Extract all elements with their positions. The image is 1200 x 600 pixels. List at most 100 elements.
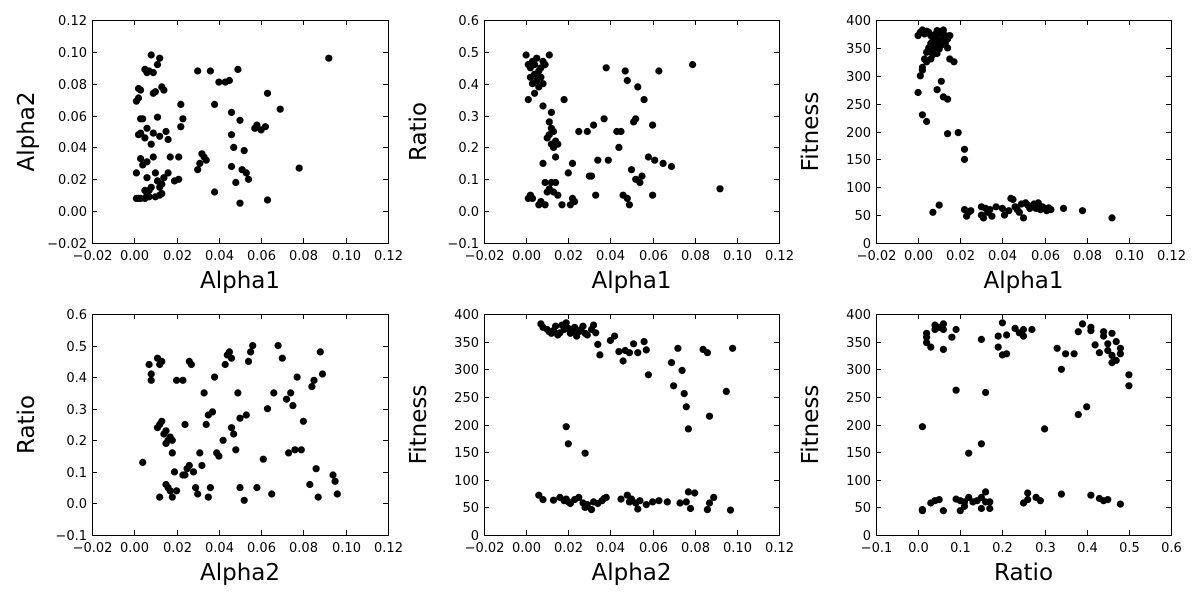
data-point — [552, 178, 560, 187]
data-point — [316, 348, 324, 356]
data-point — [153, 113, 162, 121]
subplot-4: −0.02 0.00 0.02 0.04 0.06 0.08 0.10 0.12 −0.1 0.0… — [14, 308, 403, 586]
data-point — [278, 354, 286, 362]
data-point — [263, 405, 272, 413]
data-point — [1116, 350, 1124, 358]
x-tick-label: 0.08 — [1073, 249, 1102, 264]
data-point — [568, 159, 577, 167]
y-axis-label: Fitness — [406, 385, 432, 465]
data-point — [227, 162, 236, 171]
data-point — [644, 153, 653, 161]
x-tick-label: 0.04 — [596, 249, 625, 264]
data-point — [944, 44, 952, 52]
data-point — [686, 504, 695, 513]
data-point — [617, 127, 625, 136]
data-point — [211, 100, 219, 108]
y-tick-label: 100 — [846, 181, 871, 196]
data-point — [179, 115, 187, 123]
data-point — [939, 345, 948, 353]
subplot-2: −0.02 0.00 0.02 0.04 0.06 0.08 0.10 0.12 −0.1 0.0… — [406, 14, 794, 294]
data-point — [291, 446, 299, 454]
x-tick-label: 0.00 — [904, 249, 933, 264]
x-tick-label: 0.06 — [247, 249, 276, 264]
data-point — [541, 61, 549, 69]
data-point — [249, 342, 257, 350]
data-point — [179, 376, 187, 384]
data-point — [242, 169, 250, 177]
data-point — [623, 76, 631, 85]
data-point — [202, 420, 210, 429]
plot-frame — [92, 314, 389, 536]
data-point — [952, 325, 960, 334]
y-axis-label: Ratio — [406, 102, 432, 161]
y-tick-label: 0.6 — [458, 14, 479, 29]
data-point — [175, 153, 183, 161]
data-point — [293, 373, 301, 381]
y-tick-label: 400 — [846, 14, 871, 29]
y-tick-label: 0.6 — [66, 308, 87, 323]
data-point — [571, 198, 579, 206]
data-point — [623, 194, 631, 202]
data-point — [634, 349, 642, 357]
data-point — [1009, 195, 1017, 204]
data-point — [549, 188, 558, 196]
data-point — [1078, 320, 1087, 328]
data-point — [240, 496, 248, 504]
data-point — [1019, 325, 1028, 334]
x-tick-label: 0.02 — [163, 249, 192, 264]
data-point — [644, 371, 653, 379]
data-point — [994, 332, 1002, 340]
data-point — [638, 172, 646, 180]
data-point — [259, 455, 267, 463]
data-point — [289, 402, 297, 410]
data-point — [562, 319, 570, 327]
x-axis-label: Alpha1 — [591, 268, 671, 294]
data-point — [177, 100, 185, 108]
data-point — [181, 471, 189, 479]
data-point — [149, 129, 157, 137]
data-point — [522, 51, 530, 59]
data-point — [944, 95, 952, 103]
data-point — [967, 207, 975, 215]
data-point — [1108, 214, 1116, 222]
data-point — [166, 153, 174, 161]
data-point — [1116, 344, 1124, 352]
data-point — [263, 89, 272, 97]
data-point — [1108, 351, 1116, 359]
data-point — [194, 67, 202, 75]
y-tick-label: −0.02 — [47, 237, 87, 252]
data-point — [202, 156, 210, 164]
data-point — [689, 61, 697, 69]
y-tick-label: 0.00 — [58, 205, 87, 220]
data-point — [1028, 325, 1036, 334]
data-point — [156, 132, 164, 140]
data-point — [533, 54, 541, 62]
data-point — [640, 96, 648, 104]
data-point — [632, 115, 640, 123]
data-point — [726, 506, 735, 514]
data-point — [1047, 206, 1055, 214]
data-point — [196, 449, 204, 457]
x-tick-label: 0.04 — [205, 541, 234, 556]
data-point — [185, 461, 193, 470]
data-point — [314, 493, 322, 501]
x-tick-label: 0.04 — [205, 249, 234, 264]
data-point — [680, 390, 688, 398]
x-tick-label: −0.02 — [857, 249, 897, 264]
data-point — [1059, 204, 1068, 212]
data-point — [667, 359, 676, 367]
subplot-6: −0.1 0.0 0.1 0.2 0.3 0.4 0.5 0.6 0 50 100 150 200 250… — [798, 308, 1182, 586]
data-point — [211, 373, 219, 381]
data-point — [134, 94, 143, 102]
data-point — [625, 349, 634, 357]
data-point — [670, 382, 678, 390]
data-point — [247, 348, 255, 356]
data-point — [642, 346, 650, 354]
data-point — [986, 504, 994, 513]
data-point — [581, 449, 589, 457]
data-point — [615, 348, 623, 356]
y-tick-label: 50 — [462, 501, 479, 516]
x-tick-label: 0.00 — [120, 541, 149, 556]
data-point — [1024, 489, 1032, 497]
data-point — [287, 389, 295, 397]
